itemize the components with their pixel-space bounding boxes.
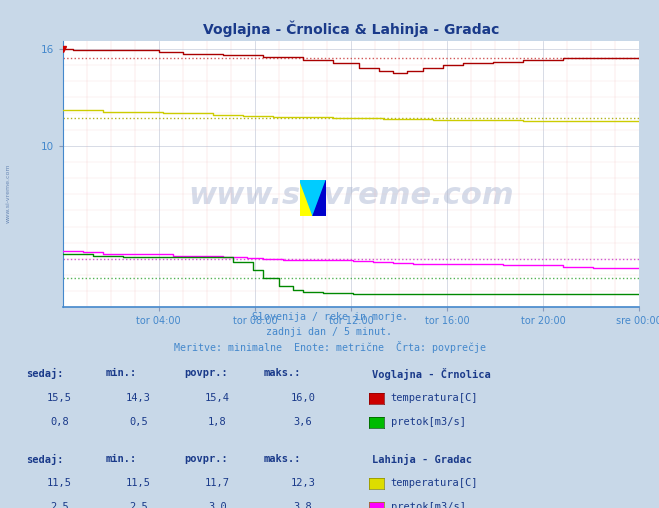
- Text: Slovenija / reke in morje.: Slovenija / reke in morje.: [252, 312, 407, 323]
- Text: maks.:: maks.:: [264, 454, 301, 464]
- Text: 3,6: 3,6: [294, 417, 312, 427]
- Text: povpr.:: povpr.:: [185, 368, 228, 378]
- Text: 3,0: 3,0: [208, 502, 227, 508]
- Text: min.:: min.:: [105, 454, 136, 464]
- Text: 14,3: 14,3: [126, 393, 151, 403]
- Text: 11,5: 11,5: [47, 478, 72, 488]
- Text: Lahinja - Gradac: Lahinja - Gradac: [372, 454, 473, 465]
- Text: sedaj:: sedaj:: [26, 454, 64, 465]
- Text: 16,0: 16,0: [291, 393, 316, 403]
- Polygon shape: [313, 180, 326, 216]
- Polygon shape: [300, 180, 313, 216]
- Text: 0,8: 0,8: [50, 417, 69, 427]
- Polygon shape: [300, 180, 326, 216]
- Text: Meritve: minimalne  Enote: metrične  Črta: povprečje: Meritve: minimalne Enote: metrične Črta:…: [173, 341, 486, 353]
- Text: pretok[m3/s]: pretok[m3/s]: [391, 417, 466, 427]
- Text: sedaj:: sedaj:: [26, 368, 64, 379]
- Text: 11,5: 11,5: [126, 478, 151, 488]
- Text: 11,7: 11,7: [205, 478, 230, 488]
- Text: www.si-vreme.com: www.si-vreme.com: [5, 163, 11, 223]
- Text: temperatura[C]: temperatura[C]: [391, 393, 478, 403]
- Text: www.si-vreme.com: www.si-vreme.com: [188, 181, 514, 210]
- Text: povpr.:: povpr.:: [185, 454, 228, 464]
- Text: zadnji dan / 5 minut.: zadnji dan / 5 minut.: [266, 327, 393, 337]
- Text: 1,8: 1,8: [208, 417, 227, 427]
- Text: pretok[m3/s]: pretok[m3/s]: [391, 502, 466, 508]
- Text: 2,5: 2,5: [50, 502, 69, 508]
- Text: Voglajna - Črnolica: Voglajna - Črnolica: [372, 368, 491, 380]
- Text: 2,5: 2,5: [129, 502, 148, 508]
- Text: maks.:: maks.:: [264, 368, 301, 378]
- Title: Voglajna - Črnolica & Lahinja - Gradac: Voglajna - Črnolica & Lahinja - Gradac: [203, 20, 499, 37]
- Text: 3,8: 3,8: [294, 502, 312, 508]
- Text: 15,4: 15,4: [205, 393, 230, 403]
- Text: 15,5: 15,5: [47, 393, 72, 403]
- Text: 0,5: 0,5: [129, 417, 148, 427]
- Text: temperatura[C]: temperatura[C]: [391, 478, 478, 488]
- Text: min.:: min.:: [105, 368, 136, 378]
- Text: 12,3: 12,3: [291, 478, 316, 488]
